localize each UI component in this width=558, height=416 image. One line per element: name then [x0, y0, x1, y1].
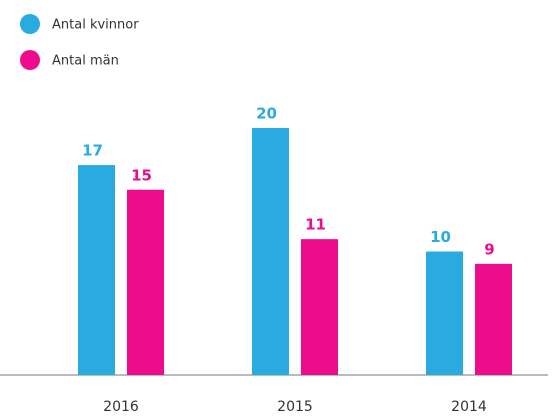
- bar: [127, 189, 164, 375]
- legend-label: Antal män: [52, 54, 119, 69]
- bar: [252, 128, 289, 375]
- legend-label: Antal kvinnor: [52, 18, 139, 33]
- bar: [475, 263, 512, 375]
- legend-marker: [20, 14, 40, 34]
- bar: [301, 239, 338, 375]
- value-label: 10: [430, 228, 451, 246]
- x-tick-label: 2014: [451, 399, 487, 415]
- value-label: 15: [131, 166, 152, 184]
- value-label: 20: [256, 105, 277, 123]
- value-label: 9: [484, 240, 494, 258]
- x-tick-label: 2016: [103, 399, 139, 415]
- legend-marker: [20, 50, 40, 70]
- bar: [426, 251, 463, 375]
- x-tick-label: 2015: [277, 399, 313, 415]
- value-label: 17: [82, 142, 103, 160]
- bar: [78, 165, 115, 375]
- value-label: 11: [305, 216, 326, 234]
